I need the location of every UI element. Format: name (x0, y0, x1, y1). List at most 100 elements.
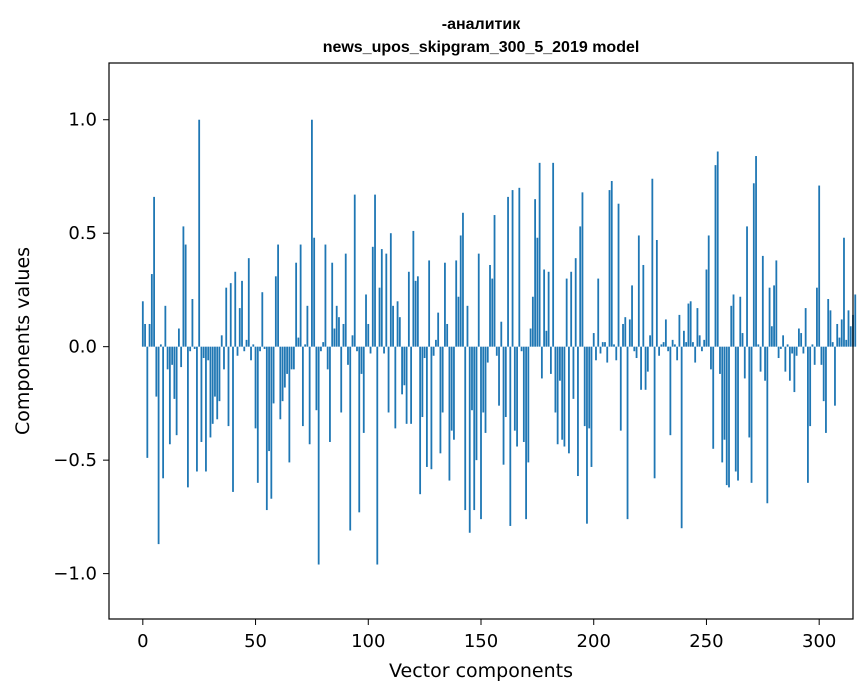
bar-130 (435, 339, 437, 347)
bar-46 (245, 339, 248, 347)
bar-37 (225, 287, 228, 347)
bar-267 (743, 346, 746, 379)
bar-113 (396, 301, 399, 347)
bar-19 (184, 244, 187, 347)
bar-98 (362, 346, 365, 433)
bar-301 (820, 346, 823, 365)
bar-264 (737, 346, 739, 481)
bar-105 (378, 287, 381, 347)
bar-26 (200, 346, 203, 442)
bar-172 (529, 328, 532, 347)
y-tick-label: 0.0 (68, 337, 97, 358)
bar-47 (247, 258, 250, 347)
bar-123 (419, 346, 422, 495)
bar-153 (486, 346, 489, 363)
bar-102 (371, 246, 374, 347)
bar-141 (459, 235, 462, 347)
bar-2 (146, 346, 149, 458)
bar-132 (439, 346, 442, 454)
bar-178 (543, 269, 546, 347)
bar-189 (568, 346, 570, 454)
bar-314 (849, 326, 852, 347)
bar-139 (455, 260, 458, 347)
bar-13 (171, 346, 174, 365)
bar-211 (617, 203, 620, 347)
bar-120 (412, 230, 415, 347)
bar-234 (669, 346, 672, 436)
bar-206 (606, 346, 609, 363)
bar-165 (513, 346, 516, 431)
bar-95 (356, 346, 358, 352)
bar-239 (680, 346, 683, 529)
bar-183 (554, 346, 557, 413)
bar-97 (360, 346, 363, 374)
bar-91 (347, 346, 349, 365)
bar-21 (189, 346, 192, 352)
bar-160 (502, 346, 505, 465)
bar-190 (570, 271, 573, 347)
bar-114 (398, 317, 401, 347)
bar-152 (484, 346, 487, 433)
bar-16 (177, 328, 180, 347)
bar-180 (547, 271, 550, 347)
bar-137 (450, 346, 453, 431)
bar-162 (507, 196, 509, 347)
bar-263 (734, 346, 737, 472)
bar-215 (626, 346, 629, 520)
bar-316 (854, 294, 857, 347)
bar-6 (155, 346, 158, 397)
bar-151 (482, 346, 485, 413)
bar-174 (534, 199, 537, 347)
bar-96 (358, 346, 361, 513)
bar-0 (141, 301, 144, 347)
bar-92 (349, 346, 352, 531)
bar-218 (633, 346, 636, 352)
bar-156 (493, 215, 496, 347)
bar-40 (232, 346, 234, 492)
bar-300 (818, 185, 821, 347)
bar-209 (613, 344, 615, 347)
bar-62 (281, 346, 284, 402)
bar-231 (662, 342, 665, 347)
bar-121 (414, 280, 417, 347)
bar-148 (475, 346, 478, 461)
bar-65 (288, 346, 291, 463)
bar-202 (597, 278, 600, 347)
bar-138 (453, 346, 455, 440)
plot-frame (108, 62, 854, 620)
bar-286 (786, 344, 789, 347)
bar-226 (651, 178, 654, 347)
bar-78 (317, 346, 320, 565)
bar-307 (834, 346, 836, 406)
bar-70 (299, 244, 302, 347)
bar-299 (816, 287, 818, 347)
bar-308 (836, 323, 839, 347)
bar-140 (457, 296, 460, 347)
bar-292 (800, 333, 803, 347)
bar-269 (748, 346, 751, 438)
bar-251 (707, 235, 710, 347)
bar-60 (277, 244, 279, 347)
bar-43 (238, 308, 241, 347)
bar-44 (241, 280, 243, 347)
bar-310 (840, 319, 843, 347)
bar-296 (809, 346, 812, 427)
bar-281 (775, 260, 778, 347)
bar-185 (559, 346, 561, 381)
bar-127 (428, 260, 431, 347)
bar-45 (243, 346, 246, 352)
bar-33 (216, 346, 219, 420)
bar-39 (229, 283, 232, 347)
bar-147 (473, 346, 476, 511)
bar-257 (721, 346, 724, 463)
bar-177 (540, 346, 543, 379)
bar-32 (214, 346, 216, 397)
bar-111 (392, 305, 394, 347)
bar-36 (223, 346, 225, 370)
bar-259 (725, 346, 728, 486)
bar-119 (410, 346, 413, 424)
bar-173 (531, 296, 534, 347)
bar-240 (683, 330, 685, 347)
x-tick-label: 300 (802, 631, 836, 652)
bar-18 (182, 226, 185, 347)
